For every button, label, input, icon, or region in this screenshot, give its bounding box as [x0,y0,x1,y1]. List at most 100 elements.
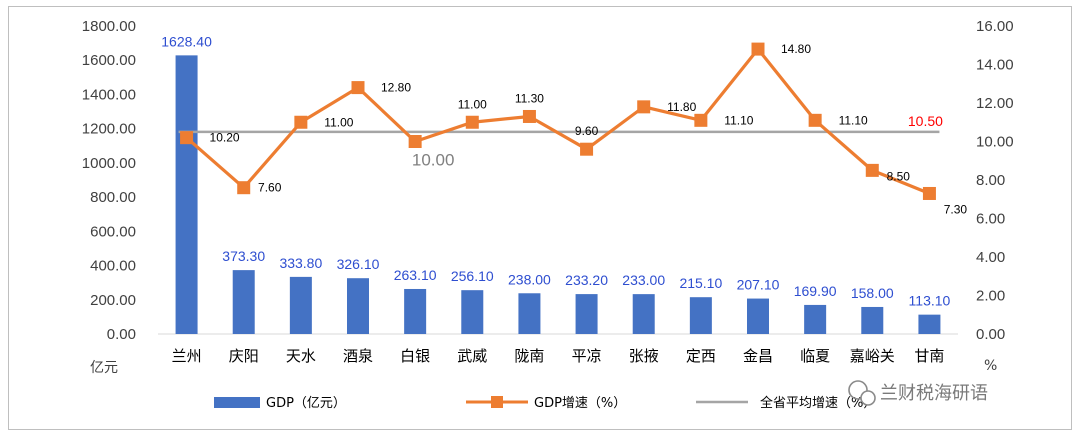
bar-天水 [289,276,312,334]
y-left-tick-label: 200.00 [90,292,136,309]
legend-bar-label: GDP（亿元） [266,396,346,411]
bar-平凉 [575,294,598,334]
bar-value-label: 256.10 [451,268,494,284]
x-category-label: 张掖 [629,347,659,365]
bar-value-label: 169.90 [794,283,837,299]
bar-白银 [404,288,427,334]
y-left-tick-label: 1400.00 [82,86,136,103]
bar-庆阳 [232,270,255,334]
growth-value-label: 7.30 [944,202,968,216]
growth-point-张掖 [637,100,651,114]
growth-point-武威 [465,115,479,129]
growth-value-label: 12.80 [381,81,411,95]
bar-value-label: 373.30 [222,248,265,264]
y-right-tick-label: 6.00 [976,211,1005,228]
y-left-tick-label: 400.00 [90,258,136,275]
growth-point-平凉 [580,142,594,156]
legend-line-label: GDP增速（%） [534,396,626,411]
y-right-tick-label: 2.00 [976,288,1005,305]
bar-value-label: 333.80 [279,255,322,271]
y-right-unit: % [984,358,997,374]
growth-value-label: 10.00 [412,151,455,170]
bar-value-label: 1628.40 [161,33,212,49]
bar-value-label: 238.00 [508,271,551,287]
average-value-label: 10.50 [908,113,943,129]
x-category-label: 嘉峪关 [850,347,895,365]
y-right-tick-label: 14.00 [976,57,1014,74]
y-left-tick-label: 1600.00 [82,52,136,69]
bar-value-label: 326.10 [337,256,380,272]
x-category-label: 酒泉 [343,347,373,365]
y-right-tick-label: 0.00 [976,326,1005,343]
y-left-tick-label: 0.00 [107,326,136,343]
y-left-tick-label: 800.00 [90,189,136,206]
bar-value-label: 207.10 [737,277,780,293]
chart-frame [8,6,1072,430]
growth-point-天水 [294,115,308,129]
y-right-tick-label: 8.00 [976,172,1005,189]
bar-value-label: 158.00 [851,285,894,301]
bar-value-label: 263.10 [394,267,437,283]
x-category-label: 甘南 [914,347,944,365]
growth-value-label: 10.20 [210,131,240,145]
bar-value-label: 113.10 [909,293,951,309]
legend-average-label: 全省平均增速（%） [760,395,876,411]
gdp-growth-line [185,47,931,195]
growth-value-label: 11.10 [839,113,868,127]
bar-临夏 [804,304,827,334]
x-category-label: 兰州 [172,347,202,365]
bar-张掖 [632,294,655,334]
y-left-tick-label: 600.00 [90,223,136,240]
bar-value-label: 215.10 [679,275,722,291]
bar-甘南 [918,314,941,334]
bar-兰州 [175,55,198,334]
bar-陇南 [518,293,541,334]
growth-point-白银 [408,135,422,148]
growth-point-陇南 [522,109,536,123]
x-category-label: 庆阳 [229,347,259,365]
y-right-tick-label: 12.00 [976,95,1014,112]
growth-value-label: 14.80 [781,42,811,56]
x-category-label: 天水 [286,347,316,365]
growth-point-嘉峪关 [865,163,879,177]
x-category-label: 武威 [457,347,487,365]
x-category-label: 白银 [400,347,430,365]
bar-value-label: 233.20 [565,272,608,288]
growth-value-label: 11.00 [458,97,487,111]
watermark-text: 兰财税海研语 [880,383,988,404]
bar-酒泉 [347,278,369,334]
wechat-icon [848,380,868,400]
legend-line-marker [491,396,503,408]
bar-嘉峪关 [861,306,884,334]
growth-value-label: 7.60 [258,181,282,195]
growth-value-label: 8.50 [887,169,911,183]
x-category-label: 平凉 [572,347,602,365]
y-right-tick-label: 10.00 [976,134,1014,151]
wechat-icon-bubble [860,390,876,406]
x-category-label: 临夏 [800,347,830,365]
y-left-tick-label: 1800.00 [82,18,136,35]
legend-bar-swatch [214,397,260,408]
growth-value-label: 11.30 [515,91,544,105]
bar-value-label: 233.00 [622,272,665,288]
growth-value-label: 11.10 [724,113,753,127]
x-category-label: 陇南 [514,347,544,365]
growth-point-兰州 [180,131,194,145]
growth-value-label: 11.00 [324,115,353,129]
growth-value-label: 11.80 [667,100,696,114]
growth-point-金昌 [751,42,765,56]
growth-point-甘南 [922,186,936,200]
y-right-tick-label: 16.00 [976,18,1014,35]
growth-value-label: 9.60 [575,124,599,138]
growth-point-临夏 [808,113,822,127]
bar-定西 [689,297,712,334]
growth-point-庆阳 [237,181,251,195]
y-left-tick-label: 1200.00 [82,121,136,138]
y-right-tick-label: 4.00 [976,249,1005,266]
growth-point-酒泉 [351,81,365,95]
x-category-label: 定西 [686,347,716,365]
y-left-unit: 亿元 [90,360,118,376]
x-category-label: 金昌 [743,347,773,365]
bar-金昌 [747,298,769,334]
